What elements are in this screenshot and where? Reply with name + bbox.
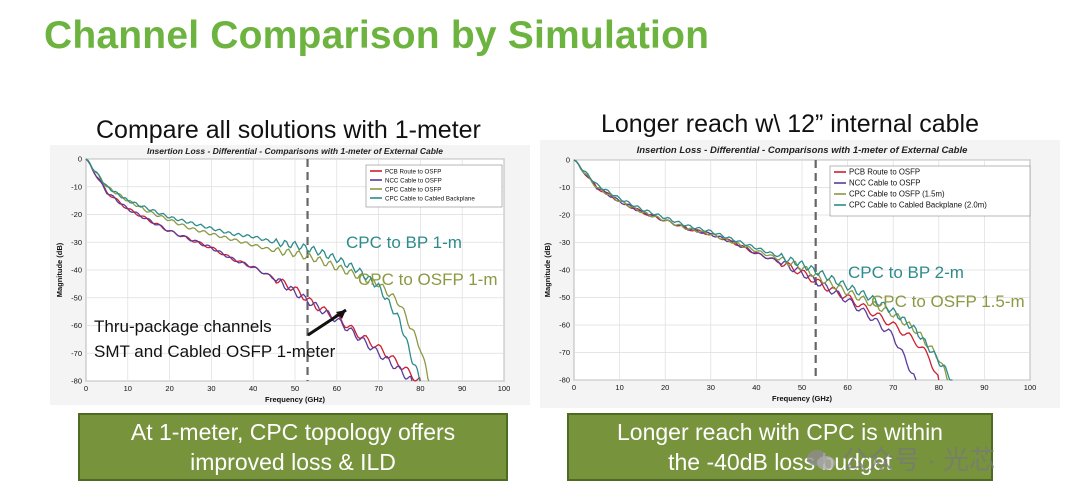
x-tick-label: 100 <box>498 384 511 393</box>
slide-title: Channel Comparison by Simulation <box>44 14 710 57</box>
y-axis-label: Magnitude (dB) <box>543 242 552 297</box>
legend-label: NCC Cable to OSFP <box>385 177 442 184</box>
legend-label: PCB Route to OSFP <box>385 168 441 175</box>
right-banner-line-2: the -40dB loss budget <box>668 449 892 475</box>
right-banner-line-1: Longer reach with CPC is within <box>617 419 943 445</box>
chart-annotation: SMT and Cabled OSFP 1-meter <box>94 342 336 361</box>
y-tick-label: -30 <box>559 238 570 247</box>
watermark: 公众号 · 光芯 <box>806 440 995 477</box>
x-tick-label: 50 <box>291 384 299 393</box>
chart-annotation: CPC to BP 1-m <box>346 233 462 252</box>
series-line-cpc-cable-to-cabled-backplane <box>85 158 421 382</box>
wechat-icon <box>807 450 835 470</box>
x-tick-label: 40 <box>752 383 760 392</box>
y-tick-label: 0 <box>566 156 570 165</box>
right-summary-banner: Longer reach with CPC is within the -40d… <box>567 413 993 481</box>
chart-annotation: Thru-package channels <box>94 317 272 336</box>
x-tick-label: 10 <box>124 384 132 393</box>
right-chart-heading: Longer reach w\ 12” internal cable <box>601 110 980 138</box>
series-line-cpc-cable-to-cabled-backplane-2-0m- <box>573 159 953 381</box>
x-tick-label: 100 <box>1024 383 1037 392</box>
x-tick-label: 60 <box>843 383 851 392</box>
series-line-cpc-cable-to-osfp <box>85 158 430 382</box>
y-tick-label: -40 <box>559 266 570 275</box>
x-tick-label: 0 <box>572 383 576 392</box>
x-tick-label: 60 <box>333 384 341 393</box>
x-tick-label: 20 <box>165 384 173 393</box>
watermark-text: 公众号 · 光芯 <box>842 445 996 475</box>
legend-label: CPC Cable to OSFP (1.5m) <box>849 189 945 198</box>
x-tick-label: 70 <box>889 383 897 392</box>
legend-label: PCB Route to OSFP <box>849 167 920 176</box>
legend-box <box>829 165 1031 217</box>
x-tick-label: 80 <box>935 383 943 392</box>
x-tick-label: 80 <box>416 384 424 393</box>
x-tick-label: 90 <box>458 384 466 393</box>
y-tick-label: -80 <box>559 376 570 385</box>
x-tick-label: 40 <box>249 384 257 393</box>
series-line-ncc-cable-to-osfp <box>85 158 413 382</box>
left-summary-banner: At 1-meter, CPC topology offers improved… <box>78 413 508 481</box>
left-chart-heading: Compare all solutions with 1-meter <box>96 116 481 144</box>
left-banner-line-2: improved loss & ILD <box>190 449 396 475</box>
chart-annotation: CPC to BP 2-m <box>848 263 964 282</box>
x-axis-label: Frequency (GHz) <box>265 395 326 404</box>
x-axis-label: Frequency (GHz) <box>772 394 833 403</box>
y-tick-label: -70 <box>71 349 82 358</box>
legend-label: CPC Cable to Cabled Backplane <box>385 195 475 202</box>
y-tick-label: -30 <box>71 238 82 247</box>
y-axis-label: Magnitude (dB) <box>55 242 64 297</box>
legend-box <box>365 164 503 208</box>
legend-label: NCC Cable to OSFP <box>849 178 921 187</box>
y-tick-label: -70 <box>559 348 570 357</box>
y-tick-label: -20 <box>559 211 570 220</box>
y-tick-label: -60 <box>71 321 82 330</box>
y-tick-label: -10 <box>71 182 82 191</box>
annotation-arrowhead <box>336 310 346 319</box>
x-tick-label: 50 <box>798 383 806 392</box>
legend-label: CPC Cable to Cabled Backplane (2.0m) <box>849 200 987 209</box>
x-tick-label: 20 <box>661 383 669 392</box>
right-insertion-loss-chart: Insertion Loss - Differential - Comparis… <box>540 140 1060 408</box>
y-tick-label: -80 <box>71 377 82 386</box>
y-tick-label: -50 <box>559 293 570 302</box>
y-tick-label: -50 <box>71 293 82 302</box>
x-tick-label: 70 <box>374 384 382 393</box>
legend-label: CPC Cable to OSFP <box>385 186 441 193</box>
x-tick-label: 90 <box>980 383 988 392</box>
left-banner-line-1: At 1-meter, CPC topology offers <box>130 419 456 445</box>
chart-title: Insertion Loss - Differential - Comparis… <box>637 145 969 156</box>
x-tick-label: 30 <box>707 383 715 392</box>
x-tick-label: 30 <box>207 384 215 393</box>
chart-annotation: CPC to OSFP 1-m <box>358 270 498 289</box>
y-tick-label: 0 <box>78 155 82 164</box>
y-tick-label: -40 <box>71 266 82 275</box>
y-tick-label: -10 <box>559 183 570 192</box>
x-tick-label: 0 <box>84 384 88 393</box>
x-tick-label: 10 <box>615 383 623 392</box>
chart-annotation: CPC to OSFP 1.5-m <box>871 292 1025 311</box>
chart-title: Insertion Loss - Differential - Comparis… <box>147 146 443 156</box>
y-tick-label: -20 <box>71 210 82 219</box>
y-tick-label: -60 <box>559 321 570 330</box>
left-insertion-loss-chart: Insertion Loss - Differential - Comparis… <box>50 145 530 405</box>
